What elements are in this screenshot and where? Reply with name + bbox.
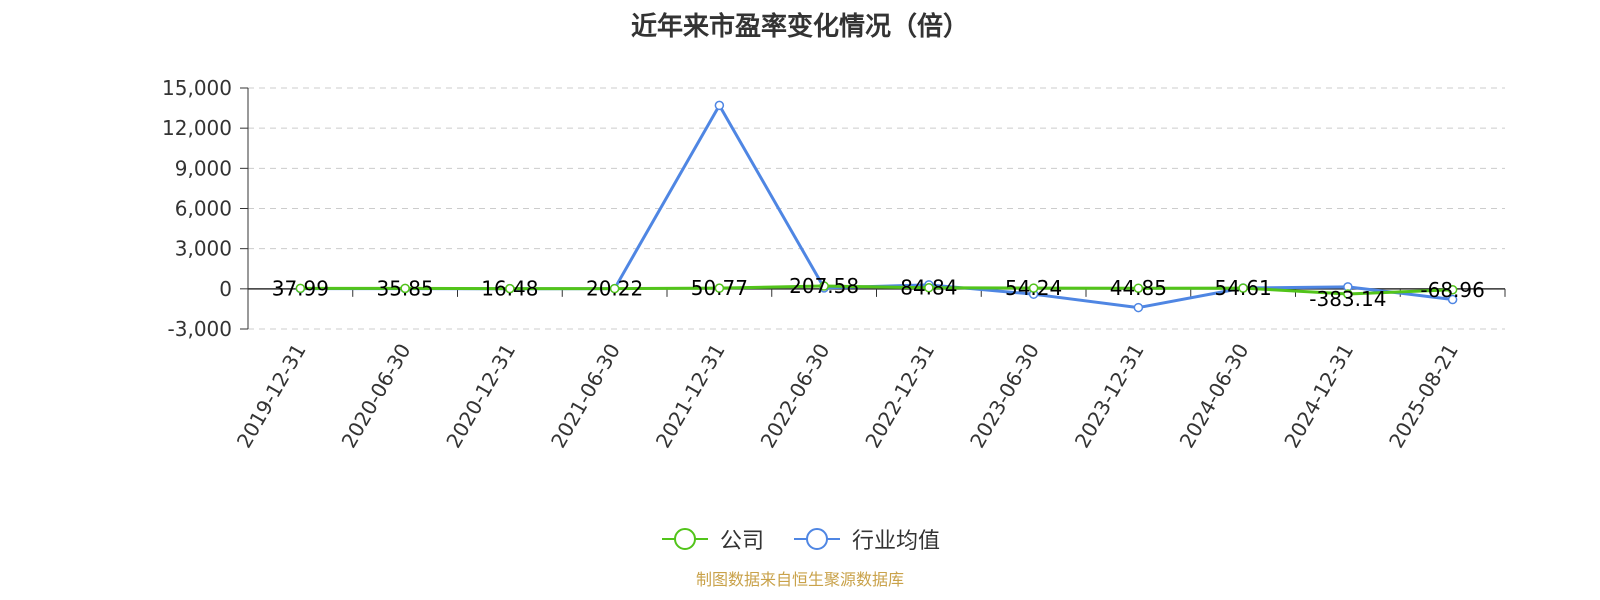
x-tick-label: 2020-12-31 — [441, 339, 520, 452]
y-axis-ticks: -3,000 0 3,000 6,000 9,000 12,000 15,000 — [162, 76, 248, 341]
company-data-label: -383.14 — [1309, 287, 1386, 311]
y-tick-label: 6,000 — [175, 197, 232, 221]
company-data-label: 54.24 — [1005, 276, 1062, 300]
x-tick-label: 2024-06-30 — [1175, 339, 1254, 452]
chart-title: 近年来市盈率变化情况（倍） — [630, 12, 969, 42]
series-company — [295, 281, 1458, 299]
company-point — [819, 281, 829, 291]
company-point — [1028, 283, 1039, 293]
company-data-label: 207.58 — [789, 274, 859, 298]
company-point — [924, 282, 934, 293]
x-tick-label: 2020-06-30 — [337, 339, 416, 452]
industry-line — [300, 103, 1453, 310]
company-data-label: 20.22 — [586, 277, 643, 301]
company-data-label: 44.85 — [1110, 276, 1167, 300]
company-data-label: 35.85 — [376, 276, 433, 300]
company-point — [400, 283, 410, 294]
x-tick-label: 2022-12-31 — [860, 339, 939, 452]
x-tick-label: 2019-12-31 — [232, 339, 311, 452]
x-axis-ticks: 2019-12-31 2020-06-30 2020-12-31 2021-06-30… — [232, 288, 1506, 452]
company-point — [1447, 285, 1458, 295]
company-point — [609, 283, 620, 294]
company-point — [1133, 283, 1144, 293]
company-data-label: 54.61 — [1214, 276, 1271, 300]
y-tick-label: 15,000 — [162, 76, 232, 100]
industry-point — [1447, 294, 1458, 305]
legend-item-industry[interactable]: 行业均值 — [792, 523, 940, 555]
x-tick-label: 2021-12-31 — [651, 339, 730, 452]
company-point — [295, 283, 306, 294]
y-tick-label: -3,000 — [168, 317, 232, 341]
company-point — [1343, 289, 1353, 299]
x-tick-label: 2024-12-31 — [1279, 339, 1358, 452]
company-data-label: -68.96 — [1420, 278, 1484, 302]
legend-label-company: 公司 — [719, 529, 764, 554]
x-tick-label: 2025-08-21 — [1384, 339, 1463, 452]
source-note: 制图数据来自恒生聚源数据库 — [695, 570, 904, 589]
legend-marker-company-icon — [661, 528, 708, 550]
y-tick-label: 0 — [219, 277, 232, 301]
y-tick-label: 9,000 — [175, 156, 232, 180]
legend-marker-industry-icon — [794, 528, 840, 550]
x-tick-label: 2021-06-30 — [546, 339, 625, 452]
series-industry — [295, 100, 1458, 313]
data-labels: 37.99 35.85 16.48 20.22 50.77 207.58 84.84 54.2… — [272, 274, 1485, 311]
company-data-label: 16.48 — [481, 277, 538, 301]
y-tick-label: 12,000 — [162, 116, 232, 140]
company-data-label: 50.77 — [691, 276, 748, 300]
y-tick-label: 3,000 — [175, 237, 232, 261]
company-point — [505, 283, 515, 294]
industry-point — [714, 100, 725, 111]
x-tick-label: 2023-12-31 — [1070, 339, 1149, 452]
legend-label-industry: 行业均值 — [852, 529, 941, 554]
x-tick-label: 2022-06-30 — [756, 339, 835, 452]
company-data-label: 37.99 — [272, 276, 329, 300]
company-line — [300, 284, 1453, 296]
legend: 公司 行业均值 — [0, 523, 1600, 555]
company-point — [714, 283, 725, 293]
legend-item-company[interactable]: 公司 — [660, 523, 764, 555]
company-data-label: 84.84 — [900, 276, 957, 300]
industry-point — [1133, 302, 1144, 313]
x-tick-label: 2023-06-30 — [965, 339, 1044, 452]
company-point — [1238, 283, 1248, 293]
grid-lines — [248, 87, 1505, 330]
